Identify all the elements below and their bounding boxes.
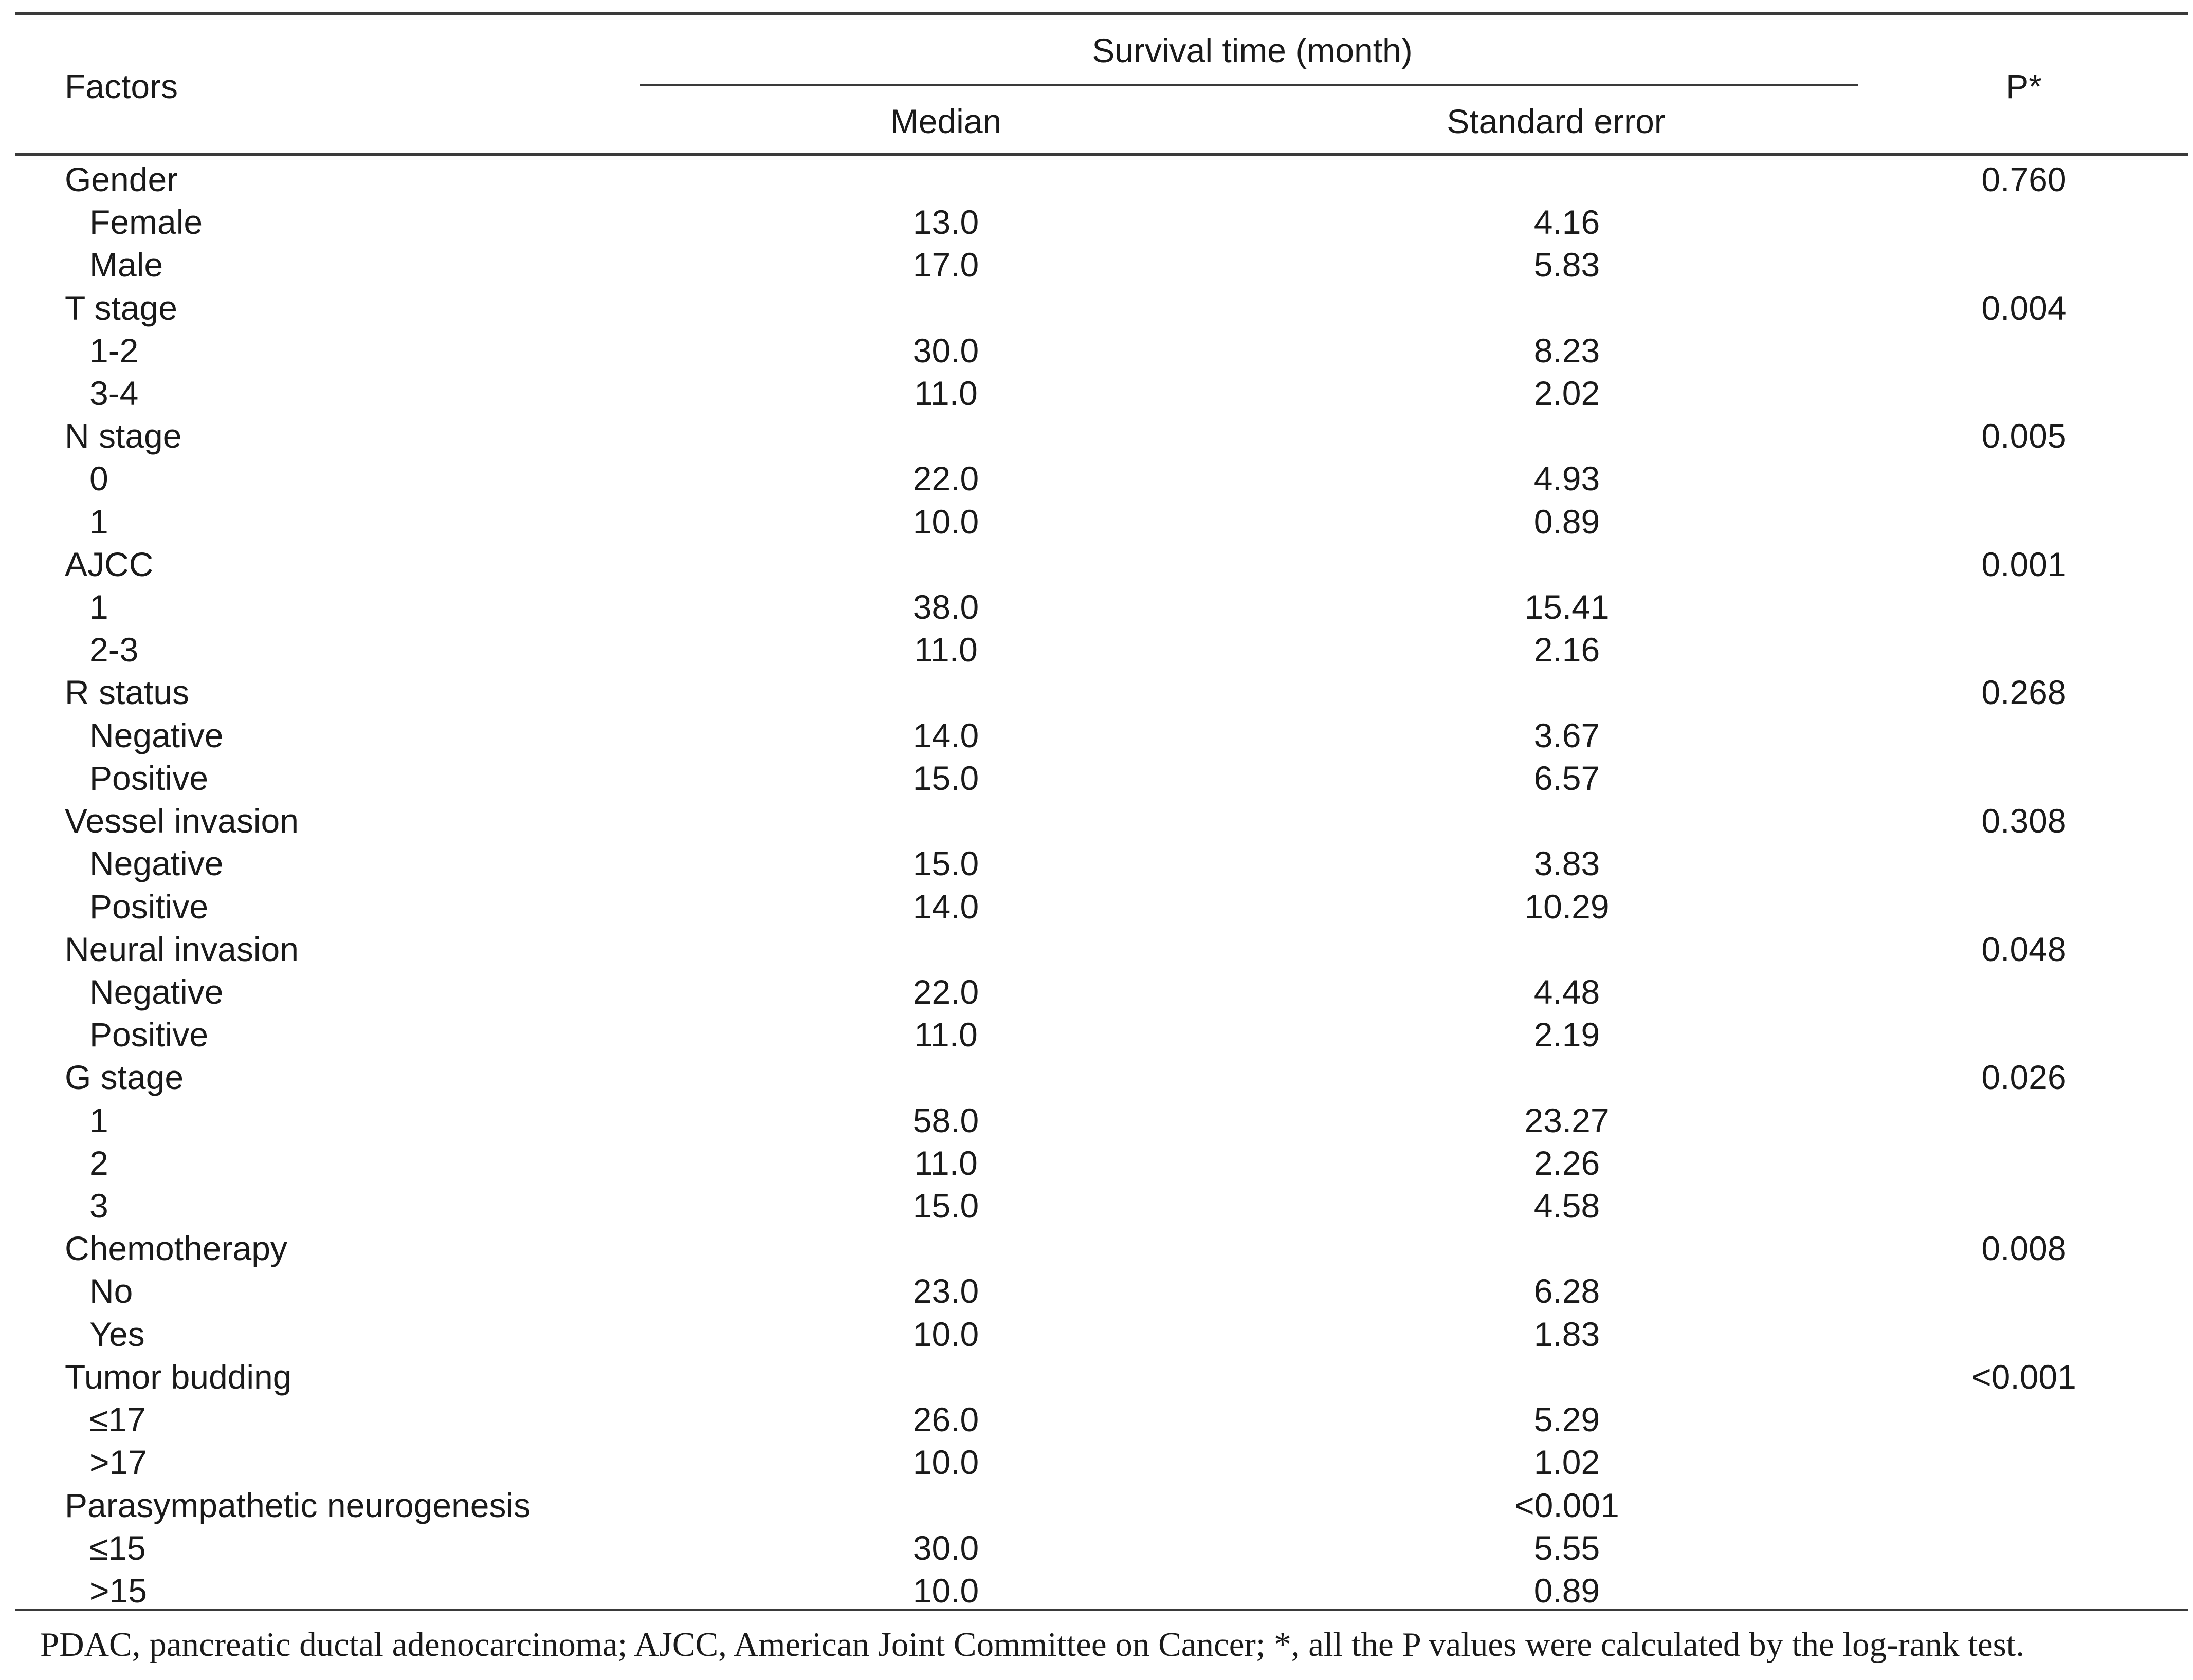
level-row: Female 13.0 4.16 bbox=[0, 201, 2193, 244]
factor-label: Neural invasion bbox=[65, 930, 299, 968]
factor-row: AJCC 0.001 bbox=[0, 543, 2193, 586]
factor-label: T stage bbox=[65, 289, 177, 327]
factors-header: Factors bbox=[65, 67, 178, 105]
level-label: 2-3 bbox=[89, 631, 139, 669]
survival-group-rule bbox=[640, 84, 1858, 86]
factor-row: Neural invasion 0.048 bbox=[0, 928, 2193, 971]
level-label: 3 bbox=[89, 1187, 108, 1225]
level-label: 1-2 bbox=[89, 331, 139, 370]
level-row: 1 58.0 23.27 bbox=[0, 1099, 2193, 1142]
factor-label: Vessel invasion bbox=[65, 802, 299, 840]
survival-time-header: Survival time (month) bbox=[1092, 31, 1413, 69]
factor-label: N stage bbox=[65, 417, 182, 455]
level-label: Positive bbox=[89, 888, 209, 926]
factor-row: R status 0.268 bbox=[0, 671, 2193, 714]
level-label: Negative bbox=[89, 973, 224, 1011]
factor-row: N stage 0.005 bbox=[0, 415, 2193, 457]
level-label: 0 bbox=[89, 459, 108, 497]
level-label: Positive bbox=[89, 1016, 209, 1054]
factor-label: Tumor budding bbox=[65, 1358, 292, 1396]
top-rule bbox=[15, 12, 2188, 15]
level-row: ≤15 30.0 5.55 bbox=[0, 1527, 2193, 1570]
level-row: Male 17.0 5.83 bbox=[0, 244, 2193, 286]
level-label: 3-4 bbox=[89, 374, 139, 412]
bottom-rule bbox=[15, 1609, 2188, 1611]
header-bottom-rule bbox=[15, 153, 2188, 156]
level-row: Negative 14.0 3.67 bbox=[0, 714, 2193, 757]
level-row: No 23.0 6.28 bbox=[0, 1270, 2193, 1313]
level-label: 1 bbox=[89, 588, 108, 626]
level-label: 1 bbox=[89, 503, 108, 541]
table-footnote: PDAC, pancreatic ductal adenocarcinoma; … bbox=[40, 1626, 2025, 1664]
level-label: Male bbox=[89, 246, 163, 284]
median-header: Median bbox=[890, 102, 1002, 140]
level-row: Positive 11.0 2.19 bbox=[0, 1013, 2193, 1056]
level-row: Negative 22.0 4.48 bbox=[0, 971, 2193, 1013]
level-row: >17 10.0 1.02 bbox=[0, 1441, 2193, 1484]
level-label: No bbox=[89, 1272, 133, 1310]
p-value-header: P* bbox=[2006, 67, 2042, 105]
level-label: Negative bbox=[89, 716, 224, 754]
level-row: Positive 14.0 10.29 bbox=[0, 885, 2193, 928]
level-row: 1 10.0 0.89 bbox=[0, 501, 2193, 543]
level-label: Negative bbox=[89, 844, 224, 882]
factor-row: Tumor budding <0.001 bbox=[0, 1356, 2193, 1398]
level-row: Positive 15.0 6.57 bbox=[0, 757, 2193, 800]
factor-row: Chemotherapy 0.008 bbox=[0, 1227, 2193, 1270]
level-label: Female bbox=[89, 203, 203, 241]
factor-row: Gender 0.760 bbox=[0, 158, 2193, 201]
level-label: 2 bbox=[89, 1144, 108, 1182]
level-row: ≤17 26.0 5.29 bbox=[0, 1398, 2193, 1441]
level-label: 1 bbox=[89, 1101, 108, 1139]
factor-label: Chemotherapy bbox=[65, 1229, 287, 1267]
level-row: 3-4 11.0 2.02 bbox=[0, 372, 2193, 415]
factor-label: Parasympathetic neurogenesis bbox=[65, 1486, 531, 1524]
factor-row: Vessel invasion 0.308 bbox=[0, 800, 2193, 842]
factor-label: R status bbox=[65, 673, 190, 711]
factor-row: T stage 0.004 bbox=[0, 287, 2193, 329]
level-row: 2 11.0 2.26 bbox=[0, 1142, 2193, 1185]
level-row: 0 22.0 4.93 bbox=[0, 457, 2193, 500]
level-label: ≤17 bbox=[89, 1400, 146, 1438]
level-row: 1-2 30.0 8.23 bbox=[0, 329, 2193, 372]
level-row: Yes 10.0 1.83 bbox=[0, 1313, 2193, 1356]
level-label: Yes bbox=[89, 1315, 145, 1353]
level-label: >17 bbox=[89, 1443, 147, 1481]
standard-error-header: Standard error bbox=[1447, 102, 1666, 140]
factor-label: G stage bbox=[65, 1058, 184, 1096]
level-label: >15 bbox=[89, 1572, 147, 1610]
factor-label: Gender bbox=[65, 160, 178, 198]
level-row: Negative 15.0 3.83 bbox=[0, 842, 2193, 885]
level-label: ≤15 bbox=[89, 1529, 146, 1567]
level-row: 1 38.0 15.41 bbox=[0, 586, 2193, 629]
factor-label: AJCC bbox=[65, 545, 154, 583]
level-row: >15 10.0 0.89 bbox=[0, 1570, 2193, 1612]
factor-row: Parasympathetic neurogenesis <0.001 bbox=[0, 1484, 2193, 1527]
level-label: Positive bbox=[89, 759, 209, 797]
level-row: 3 15.0 4.58 bbox=[0, 1185, 2193, 1227]
factor-row: G stage 0.026 bbox=[0, 1056, 2193, 1099]
level-row: 2-3 11.0 2.16 bbox=[0, 629, 2193, 671]
